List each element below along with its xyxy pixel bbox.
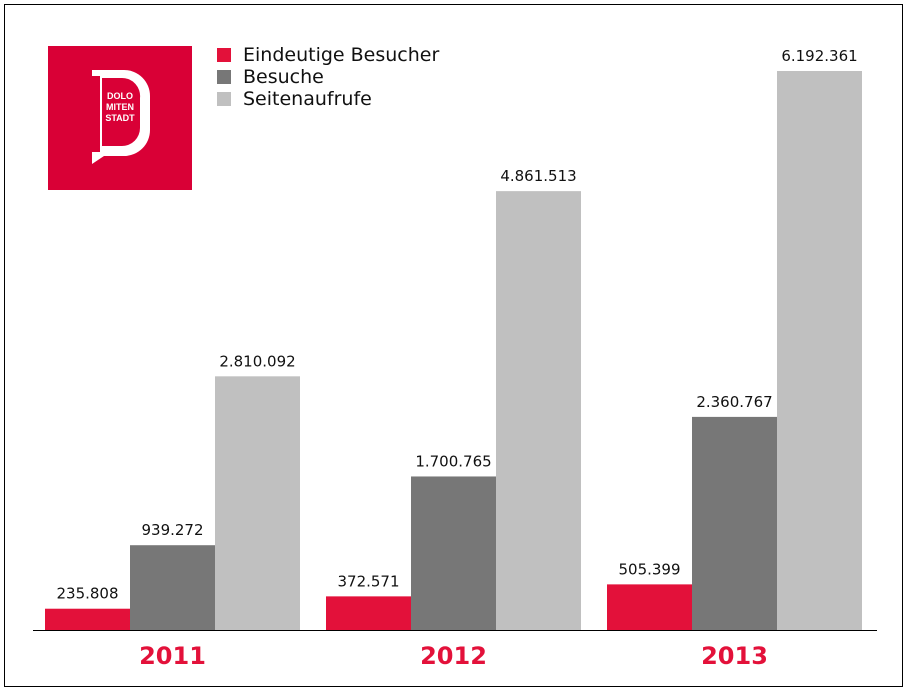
data-label-seitenaufrufe-2013: 6.192.361 — [781, 47, 857, 65]
legend-label: Eindeutige Besucher — [243, 44, 440, 66]
data-label-besuche-2011: 939.272 — [141, 521, 203, 539]
category-label-2013: 2013 — [701, 642, 768, 670]
bar-besuche-2012 — [411, 476, 496, 630]
logo-speech-bubble-icon — [92, 70, 150, 164]
logo-mark-icon: DOLO MITEN STADT — [48, 46, 192, 190]
category-label-2011: 2011 — [139, 642, 206, 670]
bar-seitenaufrufe-2013 — [777, 71, 862, 630]
logo-text-line-1: DOLO — [107, 91, 133, 101]
bar-seitenaufrufe-2011 — [215, 376, 300, 630]
bar-eindeutige-besucher-2012 — [326, 596, 411, 630]
chart-legend: Eindeutige Besucher Besuche Seitenaufruf… — [217, 44, 439, 110]
legend-item-eindeutige-besucher: Eindeutige Besucher — [217, 44, 439, 66]
data-label-besuche-2013: 2.360.767 — [696, 393, 772, 411]
legend-label: Besuche — [243, 66, 324, 88]
bar-eindeutige-besucher-2011 — [45, 608, 130, 630]
logo-text-line-2: MITEN — [106, 102, 134, 112]
bar-besuche-2013 — [692, 416, 777, 630]
legend-swatch — [217, 92, 231, 106]
logo-text-line-3: STADT — [105, 113, 135, 123]
legend-item-seitenaufrufe: Seitenaufrufe — [217, 88, 439, 110]
data-label-besuche-2012: 1.700.765 — [415, 452, 491, 470]
data-label-eindeutige-besucher-2011: 235.808 — [56, 585, 118, 603]
data-label-seitenaufrufe-2011: 2.810.092 — [219, 352, 295, 370]
category-label-2012: 2012 — [420, 642, 487, 670]
data-label-eindeutige-besucher-2013: 505.399 — [618, 560, 680, 578]
bar-eindeutige-besucher-2013 — [607, 584, 692, 630]
legend-swatch — [217, 70, 231, 84]
bar-seitenaufrufe-2012 — [496, 191, 581, 631]
data-label-seitenaufrufe-2012: 4.861.513 — [500, 167, 576, 185]
legend-item-besuche: Besuche — [217, 66, 439, 88]
legend-label: Seitenaufrufe — [243, 88, 372, 110]
data-label-eindeutige-besucher-2012: 372.571 — [337, 572, 399, 590]
legend-swatch — [217, 48, 231, 62]
dolomitenstadt-logo: DOLO MITEN STADT — [48, 46, 192, 190]
bar-besuche-2011 — [130, 545, 215, 630]
